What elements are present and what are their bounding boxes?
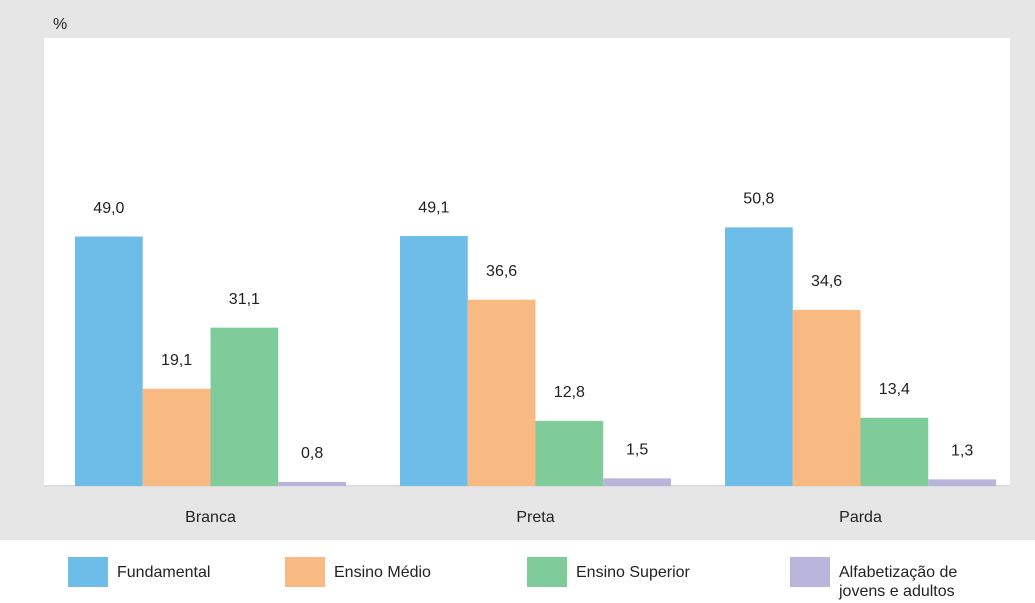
bar: [75, 236, 143, 486]
y-unit-label: %: [53, 16, 67, 33]
bar: [467, 299, 536, 486]
value-label: 49,0: [93, 200, 124, 217]
bar: [725, 227, 793, 486]
value-label: 0,8: [301, 445, 323, 462]
legend-swatch: [790, 557, 830, 587]
value-label: 1,3: [951, 443, 973, 460]
legend-item: Ensino Superior: [527, 557, 690, 587]
bar: [603, 478, 671, 486]
bar: [860, 417, 929, 486]
bar: [278, 481, 346, 486]
legend-item: Alfabetização de jovens e adultos: [790, 557, 999, 601]
value-label: 19,1: [161, 352, 192, 369]
legend-swatch: [527, 557, 567, 587]
bar: [142, 388, 211, 486]
legend-swatch: [285, 557, 325, 587]
legend-item: Ensino Médio: [285, 557, 431, 587]
bar: [400, 236, 468, 486]
bar: [928, 479, 996, 486]
legend-swatch: [68, 557, 108, 587]
x-tick-label: Parda: [839, 509, 882, 526]
legend-label: Alfabetização de jovens e adultos: [839, 564, 958, 600]
value-label: 34,6: [811, 273, 842, 290]
legend-label: Ensino Superior: [576, 564, 690, 581]
chart: % Branca 49,0 19,1 31,1 0,8 Preta 49,1 36,6 12,8…: [0, 0, 1035, 540]
value-label: 1,5: [626, 442, 648, 459]
legend-item: Fundamental: [68, 557, 210, 587]
bar: [210, 327, 279, 486]
value-label: 50,8: [743, 191, 774, 208]
bar: [792, 309, 861, 486]
legend-label: Ensino Médio: [334, 564, 431, 581]
bar: [535, 420, 604, 486]
value-label: 36,6: [486, 263, 517, 280]
value-label: 12,8: [554, 384, 585, 401]
x-tick-label: Preta: [516, 509, 554, 526]
value-label: 49,1: [418, 199, 449, 216]
legend-label: Fundamental: [117, 564, 211, 581]
value-label: 13,4: [879, 381, 910, 398]
x-tick-label: Branca: [185, 509, 236, 526]
value-label: 31,1: [229, 291, 260, 308]
